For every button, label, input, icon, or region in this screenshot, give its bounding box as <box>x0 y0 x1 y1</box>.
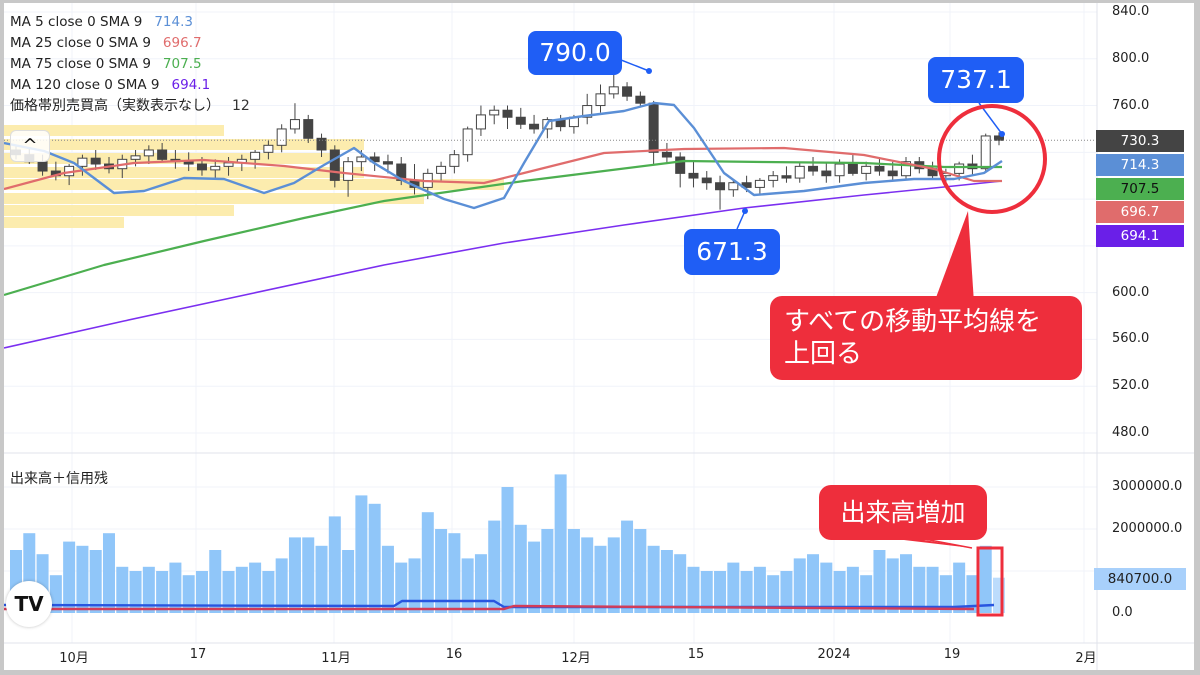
legend-ma5[interactable]: MA 5 close 0 SMA 9 714.3 <box>10 14 193 30</box>
time-tick: 2月 <box>1075 651 1097 666</box>
legend-ma120[interactable]: MA 120 close 0 SMA 9 694.1 <box>10 77 211 93</box>
price-tag-last-price: 730.3 <box>1096 130 1184 152</box>
indicator-legend: MA 5 close 0 SMA 9 714.3 MA 25 close 0 SM… <box>10 12 250 117</box>
volume-increase-annotation: 出来高増加 <box>819 485 987 540</box>
latest-high-callout: 737.1 <box>928 57 1024 103</box>
price-tag-ma120: 694.1 <box>1096 225 1184 247</box>
price-tick: 520.0 <box>1112 378 1150 394</box>
time-tick: 17 <box>189 647 207 662</box>
volume-tick: 2000000.0 <box>1112 521 1183 536</box>
time-tick: 12月 <box>561 651 591 666</box>
chart-frame: MA 5 close 0 SMA 9 714.3 MA 25 close 0 SM… <box>4 3 1194 670</box>
price-tick: 560.0 <box>1112 331 1150 347</box>
price-tag-ma5: 714.3 <box>1096 154 1184 176</box>
time-tick: 15 <box>687 647 705 662</box>
ma75-value: 707.5 <box>162 56 202 72</box>
price-tick: 480.0 <box>1112 424 1150 440</box>
price-tick: 760.0 <box>1112 97 1150 113</box>
tradingview-logo[interactable]: TV <box>6 581 52 627</box>
price-tag-ma25: 696.7 <box>1096 201 1184 223</box>
chart-canvas[interactable] <box>4 3 1194 670</box>
legend-volume-profile[interactable]: 価格帯別売買高（実数表示なし） 12 <box>10 98 250 114</box>
legend-ma75[interactable]: MA 75 close 0 SMA 9 707.5 <box>10 56 202 72</box>
time-tick: 2024 <box>817 647 851 662</box>
price-tick: 600.0 <box>1112 284 1150 300</box>
collapse-legend-button[interactable]: ^ <box>10 130 50 162</box>
chevron-up-icon: ^ <box>22 135 38 156</box>
volume-tick: 3000000.0 <box>1112 479 1183 494</box>
high-callout: 790.0 <box>528 31 622 75</box>
low-callout: 671.3 <box>684 229 780 275</box>
time-tick: 11月 <box>321 651 351 666</box>
volume-pane-title: 出来高＋信用残 <box>10 471 108 487</box>
legend-ma25[interactable]: MA 25 close 0 SMA 9 696.7 <box>10 35 202 51</box>
ma-break-annotation: すべての移動平均線を 上回る <box>770 296 1082 380</box>
time-tick: 10月 <box>59 651 89 666</box>
volume-tick: 0.0 <box>1112 605 1133 620</box>
volume-last-tag: 840700.0 <box>1094 568 1186 590</box>
price-tag-ma75: 707.5 <box>1096 178 1184 200</box>
price-tick: 800.0 <box>1112 50 1150 66</box>
ma5-value: 714.3 <box>154 14 193 30</box>
ma120-value: 694.1 <box>171 77 211 93</box>
time-tick: 19 <box>943 647 961 662</box>
time-tick: 16 <box>445 647 463 662</box>
price-tick: 840.0 <box>1112 4 1150 19</box>
ma25-value: 696.7 <box>162 35 202 51</box>
